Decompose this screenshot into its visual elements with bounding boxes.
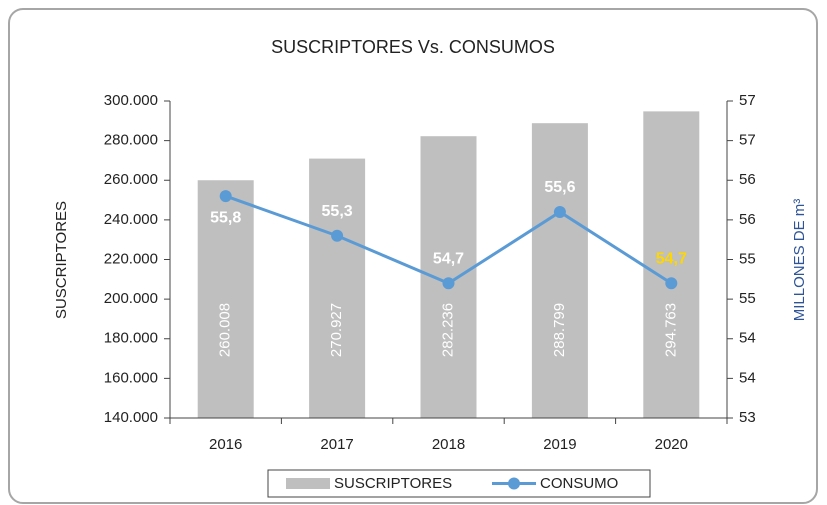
bar (643, 111, 700, 419)
y2-tick-label: 56 (739, 171, 756, 188)
bar (197, 180, 254, 418)
x-tick-label: 2020 (655, 436, 688, 453)
y2-tick-label: 53 (739, 409, 756, 426)
line-point (219, 190, 232, 203)
legend-swatch (286, 478, 330, 489)
chart-title: SUSCRIPTORES Vs. CONSUMOS (271, 37, 555, 57)
line-value-label: 54,7 (656, 250, 687, 267)
x-tick-label: 2019 (543, 436, 576, 453)
y2-tick-label: 55 (739, 250, 756, 267)
line-value-label: 55,8 (210, 209, 241, 226)
bar-value-label: 288.799 (551, 303, 568, 357)
y-tick-label: 140.000 (104, 409, 158, 426)
legend-label: SUSCRIPTORES (334, 475, 452, 492)
bar (531, 123, 588, 418)
y2-tick-label: 57 (739, 92, 756, 109)
legend-swatch-point (508, 477, 520, 490)
bar-value-label: 282.236 (439, 303, 456, 357)
y-tick-label: 180.000 (104, 330, 158, 347)
y2-tick-label: 56 (739, 211, 756, 228)
legend-box (267, 469, 651, 498)
bar (420, 136, 477, 418)
line-point (665, 277, 678, 290)
line-value-label: 54,7 (433, 250, 464, 267)
bar (309, 158, 366, 418)
x-tick-label: 2017 (320, 436, 353, 453)
y-tick-label: 200.000 (104, 290, 158, 307)
line-value-label: 55,3 (322, 203, 353, 220)
y-tick-label: 260.000 (104, 171, 158, 188)
y-axis-title: SUSCRIPTORES (53, 201, 70, 319)
y-tick-label: 280.000 (104, 132, 158, 149)
bar-value-label: 270.927 (328, 303, 345, 357)
y-tick-label: 300.000 (104, 92, 158, 109)
y2-tick-label: 55 (739, 290, 756, 307)
line-point (442, 277, 455, 290)
line-point (331, 229, 344, 242)
y-tick-label: 160.000 (104, 369, 158, 386)
y-tick-label: 240.000 (104, 211, 158, 228)
y2-tick-label: 57 (739, 132, 756, 149)
line-point (553, 205, 566, 218)
x-tick-label: 2016 (209, 436, 242, 453)
legend-label: CONSUMO (540, 475, 618, 492)
y2-tick-label: 54 (739, 330, 756, 347)
y2-axis-title: MILLONES DE m³ (791, 199, 808, 322)
y-tick-label: 220.000 (104, 250, 158, 267)
line-value-label: 55,6 (544, 179, 575, 196)
bar-value-label: 294.763 (662, 303, 679, 357)
bar-value-label: 260.008 (217, 303, 234, 357)
y2-tick-label: 54 (739, 369, 756, 386)
x-tick-label: 2018 (432, 436, 465, 453)
